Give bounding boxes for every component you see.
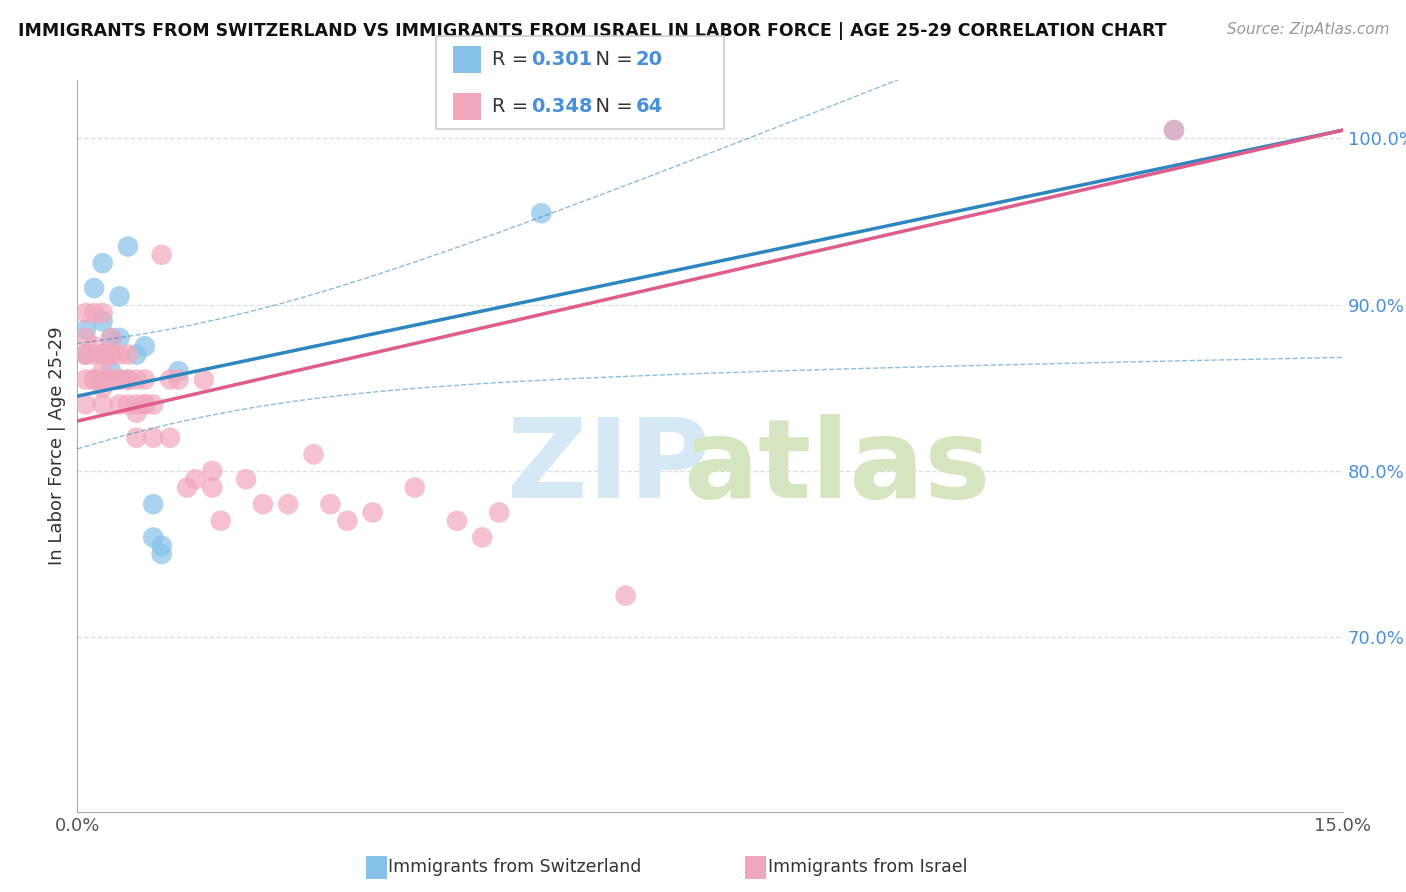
Point xyxy=(83,372,105,386)
Point xyxy=(91,347,114,362)
Point xyxy=(235,472,257,486)
Point xyxy=(91,306,114,320)
Point xyxy=(83,281,105,295)
Point xyxy=(125,372,148,386)
Point xyxy=(142,497,165,511)
Text: Immigrants from Switzerland: Immigrants from Switzerland xyxy=(388,858,641,876)
Point xyxy=(91,364,114,378)
Text: 0.348: 0.348 xyxy=(531,96,593,116)
Y-axis label: In Labor Force | Age 25-29: In Labor Force | Age 25-29 xyxy=(48,326,66,566)
Point xyxy=(108,397,131,411)
Point xyxy=(134,397,156,411)
Point xyxy=(100,364,122,378)
Point xyxy=(336,514,359,528)
Text: N =: N = xyxy=(583,50,640,69)
Point xyxy=(83,339,105,353)
Point xyxy=(83,347,105,362)
Text: R =: R = xyxy=(492,50,534,69)
Point xyxy=(91,347,114,362)
Text: Immigrants from Israel: Immigrants from Israel xyxy=(768,858,967,876)
Point xyxy=(91,372,114,386)
Point xyxy=(471,530,494,544)
Point xyxy=(361,506,384,520)
Point xyxy=(201,481,224,495)
Point xyxy=(117,239,139,253)
Point xyxy=(252,497,274,511)
Text: Source: ZipAtlas.com: Source: ZipAtlas.com xyxy=(1226,22,1389,37)
Point xyxy=(319,497,342,511)
Point xyxy=(75,347,97,362)
Point xyxy=(125,406,148,420)
Point xyxy=(142,431,165,445)
Point xyxy=(488,506,510,520)
Point xyxy=(159,431,181,445)
Point xyxy=(100,347,122,362)
Point xyxy=(75,331,97,345)
Point xyxy=(614,589,637,603)
Point xyxy=(108,331,131,345)
Point xyxy=(75,347,97,362)
Point xyxy=(100,347,122,362)
Point xyxy=(100,331,122,345)
Text: N =: N = xyxy=(583,96,640,116)
Point xyxy=(108,289,131,303)
Point xyxy=(446,514,468,528)
Point xyxy=(100,331,122,345)
Point xyxy=(83,306,105,320)
Point xyxy=(108,372,131,386)
Point xyxy=(201,464,224,478)
Point xyxy=(302,447,325,461)
Text: 64: 64 xyxy=(636,96,662,116)
Point xyxy=(277,497,299,511)
Point xyxy=(176,481,198,495)
Point xyxy=(1163,123,1185,137)
Point xyxy=(134,339,156,353)
Point xyxy=(134,372,156,386)
Point xyxy=(150,547,173,561)
Point xyxy=(117,397,139,411)
Point xyxy=(83,372,105,386)
Text: 0.301: 0.301 xyxy=(531,50,593,69)
Text: atlas: atlas xyxy=(683,415,990,522)
Point xyxy=(75,323,97,337)
Point xyxy=(117,372,139,386)
Point xyxy=(108,372,131,386)
Text: 20: 20 xyxy=(636,50,662,69)
Point xyxy=(91,397,114,411)
Point xyxy=(75,306,97,320)
Point xyxy=(125,347,148,362)
Point xyxy=(75,372,97,386)
Point xyxy=(100,372,122,386)
Point xyxy=(117,347,139,362)
Point xyxy=(159,372,181,386)
Point xyxy=(108,347,131,362)
Point xyxy=(91,256,114,270)
Point xyxy=(134,397,156,411)
Point xyxy=(1163,123,1185,137)
Point xyxy=(91,314,114,328)
Point xyxy=(91,347,114,362)
Point xyxy=(193,372,215,386)
Point xyxy=(209,514,232,528)
Text: ZIP: ZIP xyxy=(508,415,710,522)
Point xyxy=(91,347,114,362)
Point xyxy=(75,397,97,411)
Point xyxy=(125,431,148,445)
Point xyxy=(142,530,165,544)
Point xyxy=(117,372,139,386)
Point xyxy=(75,347,97,362)
Point xyxy=(184,472,207,486)
Point xyxy=(167,372,190,386)
Point xyxy=(167,364,190,378)
Point xyxy=(150,248,173,262)
Point xyxy=(150,539,173,553)
Point xyxy=(91,347,114,362)
Point xyxy=(530,206,553,220)
Point xyxy=(404,481,426,495)
Point xyxy=(91,381,114,395)
Text: IMMIGRANTS FROM SWITZERLAND VS IMMIGRANTS FROM ISRAEL IN LABOR FORCE | AGE 25-29: IMMIGRANTS FROM SWITZERLAND VS IMMIGRANT… xyxy=(18,22,1167,40)
Point xyxy=(142,397,165,411)
Text: R =: R = xyxy=(492,96,534,116)
Point xyxy=(125,397,148,411)
